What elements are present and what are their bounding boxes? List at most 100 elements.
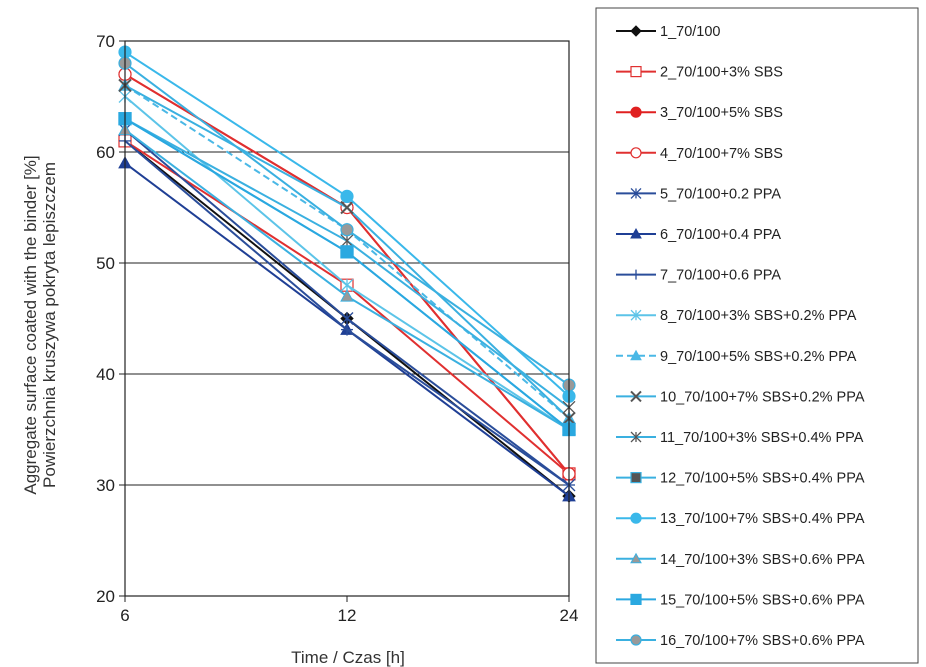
legend-item: 16_70/100+7% SBS+0.6% PPA <box>616 633 865 649</box>
marker-shape <box>630 634 642 646</box>
legend-item: 6_70/100+0.4 PPA <box>616 227 781 243</box>
legend-item: 13_70/100+7% SBS+0.4% PPA <box>616 511 865 527</box>
y-tick-labels: 20 30 40 50 60 70 <box>96 32 115 606</box>
legend-label: 10_70/100+7% SBS+0.2% PPA <box>660 389 865 405</box>
legend-label: 7_70/100+0.6 PPA <box>660 268 781 284</box>
legend-marker <box>630 472 642 484</box>
series-line <box>124 73 570 475</box>
marker-shape <box>630 147 642 159</box>
legend-item: 1_70/100 <box>616 24 720 40</box>
y-tick-label: 70 <box>96 32 115 51</box>
legend-item: 4_70/100+7% SBS <box>616 146 783 162</box>
series-3 <box>118 67 576 481</box>
series-line <box>124 117 570 431</box>
legend-item: 12_70/100+5% SBS+0.4% PPA <box>616 471 865 487</box>
marker-shape <box>630 512 642 524</box>
marker-shape <box>340 200 354 215</box>
series-12 <box>118 112 576 437</box>
marker-shape <box>630 65 642 78</box>
legend-marker <box>630 25 642 37</box>
series-lines <box>118 45 576 503</box>
legend-item: 9_70/100+5% SBS+0.2% PPA <box>616 349 857 365</box>
legend-item: 14_70/100+3% SBS+0.6% PPA <box>616 552 865 568</box>
data-point <box>340 245 354 259</box>
legend-item: 3_70/100+5% SBS <box>616 105 783 121</box>
marker-shape <box>630 349 642 361</box>
y-tick-label: 40 <box>96 365 115 384</box>
legend-label: 9_70/100+5% SBS+0.2% PPA <box>660 349 857 365</box>
legend-label: 15_70/100+5% SBS+0.6% PPA <box>660 592 865 608</box>
legend-marker <box>630 552 642 564</box>
x-tick-label: 6 <box>120 606 129 625</box>
marker-shape <box>340 245 354 259</box>
data-point <box>340 289 354 302</box>
legend-label: 8_70/100+3% SBS+0.2% PPA <box>660 308 857 324</box>
legend-label: 13_70/100+7% SBS+0.4% PPA <box>660 511 865 527</box>
y-axis-title: Aggregate surface coated with the binder… <box>21 155 59 494</box>
legend-item: 5_70/100+0.2 PPA <box>616 186 781 202</box>
y-tick-label: 30 <box>96 476 115 495</box>
legend-label: 5_70/100+0.2 PPA <box>660 186 781 202</box>
legend-item: 8_70/100+3% SBS+0.2% PPA <box>616 308 857 324</box>
legend-label: 16_70/100+7% SBS+0.6% PPA <box>660 633 865 649</box>
marker-shape <box>630 593 642 606</box>
legend-marker <box>630 147 642 159</box>
x-tick-label: 12 <box>338 606 357 625</box>
legend-marker <box>630 309 642 321</box>
legend-label: 3_70/100+5% SBS <box>660 105 783 121</box>
data-point <box>340 223 354 237</box>
data-point <box>340 189 354 203</box>
marker-shape <box>630 106 642 118</box>
legend-label: 6_70/100+0.4 PPA <box>660 227 781 243</box>
marker-shape <box>340 223 354 237</box>
series-4 <box>118 67 576 481</box>
legend-item: 7_70/100+0.6 PPA <box>616 268 781 284</box>
legend-label: 11_70/100+3% SBS+0.4% PPA <box>660 430 864 446</box>
legend-marker <box>630 431 642 443</box>
legend-marker <box>631 269 641 280</box>
legend: 1_70/100 2_70/100+3% SBS 3_70/100+5% SBS 4_… <box>595 7 919 664</box>
plot-area-frame <box>124 40 570 597</box>
marker-shape <box>340 189 354 203</box>
y-tick-label: 60 <box>96 143 115 162</box>
marker-shape <box>630 472 642 484</box>
marker-shape <box>630 552 642 564</box>
data-point <box>340 278 354 292</box>
legend-item: 2_70/100+3% SBS <box>616 65 783 81</box>
legend-marker <box>630 390 642 403</box>
series-2 <box>118 134 576 481</box>
legend-marker <box>630 106 642 118</box>
legend-label: 1_70/100 <box>660 24 720 40</box>
marker-shape <box>630 227 642 239</box>
marker-shape <box>630 25 642 37</box>
legend-label: 12_70/100+5% SBS+0.4% PPA <box>660 471 865 487</box>
legend-item: 11_70/100+3% SBS+0.4% PPA <box>616 430 864 446</box>
data-point <box>341 323 353 336</box>
legend-marker <box>630 593 642 606</box>
legend-box <box>595 7 919 664</box>
data-point <box>340 234 354 248</box>
series-5 <box>118 123 576 492</box>
legend-marker <box>630 634 642 646</box>
axes <box>124 40 570 597</box>
data-point <box>340 200 354 215</box>
y-axis-title-line-2: Powierzchnia kruszywa pokryta lepiszczem <box>40 162 59 488</box>
series-16 <box>118 56 576 392</box>
x-tick-labels: 6 12 24 <box>120 606 578 625</box>
legend-label: 14_70/100+3% SBS+0.6% PPA <box>660 552 865 568</box>
series-line <box>124 117 570 431</box>
y-tick-label: 20 <box>96 587 115 606</box>
legend-marker <box>630 349 642 361</box>
x-tick-label: 24 <box>560 606 579 625</box>
legend-item: 10_70/100+7% SBS+0.2% PPA <box>616 389 865 405</box>
legend-item: 15_70/100+5% SBS+0.6% PPA <box>616 592 865 608</box>
marker-shape <box>630 390 642 403</box>
data-point <box>340 312 354 325</box>
legend-marker <box>630 65 642 78</box>
y-tick-label: 50 <box>96 254 115 273</box>
marker-shape <box>340 289 354 302</box>
legend-label: 2_70/100+3% SBS <box>660 65 783 81</box>
legend-marker <box>630 227 642 239</box>
x-axis-title: Time / Czas [h] <box>291 648 405 667</box>
